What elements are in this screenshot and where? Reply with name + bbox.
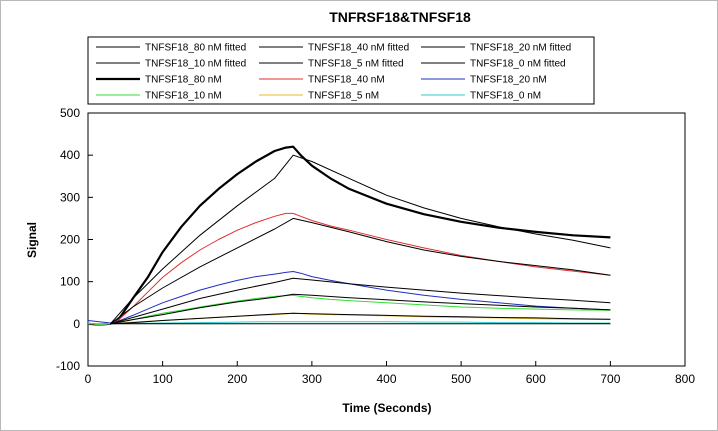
legend-label: TNFSF18_80 nM (145, 75, 222, 86)
series-lines (87, 145, 611, 326)
y-tick-label: 100 (60, 275, 80, 289)
x-tick-label: 600 (526, 372, 546, 386)
legend-label: TNFSF18_5 nM (308, 91, 379, 102)
y-tick-label: 200 (60, 233, 80, 247)
series-line-tnfsf18-20-nm-fitted (110, 277, 611, 325)
x-tick-label: 800 (675, 372, 695, 386)
legend-label: TNFSF18_20 nM fitted (470, 43, 571, 54)
y-tick-label: 500 (60, 106, 80, 120)
y-tick-label: 400 (60, 148, 80, 162)
series-line-tnfsf18-40-nm (87, 212, 611, 326)
series-line-tnfsf18-10-nm-fitted (110, 293, 611, 325)
legend-label: TNFSF18_5 nM fitted (308, 59, 404, 70)
series-line-tnfsf18-20-nm (87, 271, 611, 324)
axis-ticks: 0 100 200 300 400 500 600 700 800 -100 0 100 200 300 4… (56, 106, 695, 386)
series-line-tnfsf18-5-nm-fitted (110, 312, 611, 325)
legend-label: TNFSF18_10 nM (145, 91, 222, 102)
x-tick-label: 100 (153, 372, 173, 386)
x-tick-label: 300 (302, 372, 322, 386)
legend-label: TNFSF18_0 nM (470, 91, 541, 102)
series-line-tnfsf18-40-nm-fitted (110, 217, 611, 325)
legend-label: TNFSF18_20 nM (470, 75, 547, 86)
x-tick-label: 400 (376, 372, 396, 386)
x-tick-label: 500 (451, 372, 471, 386)
series-line-tnfsf18-80-nm (87, 145, 611, 326)
series-line-tnfsf18-80-nm-fitted (110, 154, 611, 325)
y-tick-label: -100 (56, 359, 80, 373)
x-tick-label: 200 (227, 372, 247, 386)
x-tick-label: 0 (85, 372, 92, 386)
legend-label: TNFSF18_80 nM fitted (145, 43, 246, 54)
legend-label: TNFSF18_10 nM fitted (145, 59, 246, 70)
y-tick-label: 0 (73, 317, 80, 331)
legend-box (87, 36, 595, 105)
legend: TNFSF18_80 nM fitted TNFSF18_40 nM fitted… (96, 43, 571, 102)
x-tick-label: 700 (600, 372, 620, 386)
x-axis-title: Time (Seconds) (342, 401, 431, 415)
series-line-tnfsf18-0-nm (88, 321, 611, 325)
legend-label: TNFSF18_40 nM fitted (308, 43, 409, 54)
y-tick-label: 300 (60, 190, 80, 204)
legend-label: TNFSF18_0 nM fitted (470, 59, 566, 70)
chart-title: TNFRSF18&TNFSF18 (329, 9, 471, 25)
legend-label: TNFSF18_40 nM (308, 75, 385, 86)
y-axis-title: Signal (25, 222, 39, 258)
